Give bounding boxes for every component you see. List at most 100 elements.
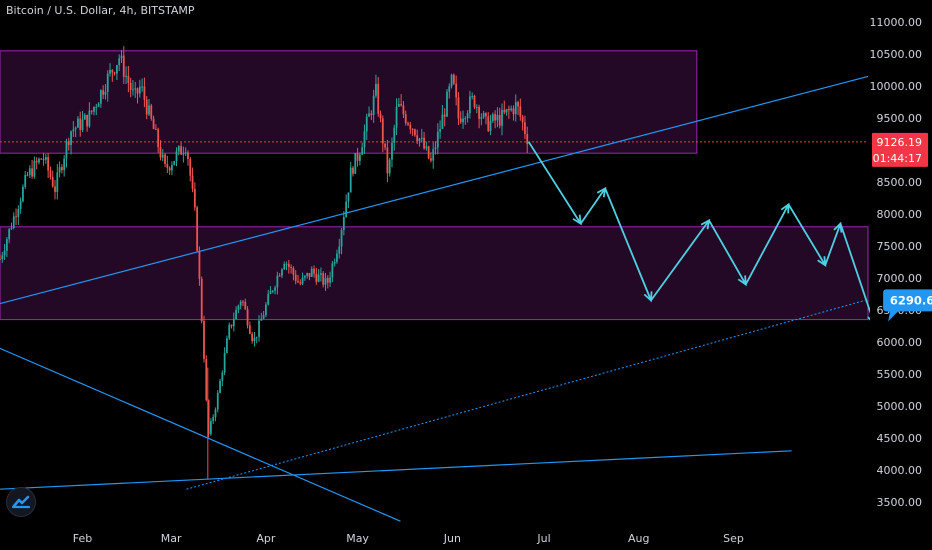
candle-183 <box>418 137 421 147</box>
candle-179 <box>409 121 412 134</box>
candle-94 <box>214 407 217 422</box>
tradingview-logo-icon[interactable] <box>6 487 36 517</box>
candle-56 <box>127 65 130 93</box>
candle-137 <box>313 265 315 278</box>
candle-125 <box>285 261 288 271</box>
candle-4 <box>8 228 11 244</box>
candle-136 <box>310 266 313 278</box>
candle-107 <box>244 298 247 310</box>
candle-29 <box>65 138 68 168</box>
candle-52 <box>118 54 121 72</box>
price-tick-label: 11000.00 <box>870 16 923 29</box>
candle-213 <box>487 112 490 133</box>
candle-171 <box>391 137 393 168</box>
candle-198 <box>452 73 455 85</box>
candle-180 <box>411 128 414 136</box>
candle-170 <box>388 157 391 177</box>
candle-165 <box>377 77 380 117</box>
candle-85 <box>193 182 196 211</box>
candle-194 <box>443 108 446 127</box>
candle-211 <box>482 110 485 119</box>
candle-203 <box>464 116 467 125</box>
candle-191 <box>436 123 439 155</box>
time-tick-label: Apr <box>256 532 276 545</box>
candle-17 <box>38 157 40 165</box>
price-tick-label: 5500.00 <box>877 368 923 381</box>
candle-95 <box>216 390 219 413</box>
price-axis[interactable]: 11000.0010500.0010000.009500.009000.0085… <box>870 0 932 550</box>
candle-164 <box>375 74 377 99</box>
candle-46 <box>104 84 107 100</box>
price-tick-label: 5000.00 <box>877 400 923 413</box>
candle-98 <box>223 347 226 376</box>
candle-92 <box>209 418 212 436</box>
candle-124 <box>283 261 286 271</box>
candle-96 <box>219 378 221 394</box>
candle-173 <box>395 98 398 136</box>
candle-161 <box>368 106 370 117</box>
candle-26 <box>58 161 61 178</box>
candle-143 <box>326 275 329 289</box>
candle-82 <box>187 150 189 166</box>
candle-49 <box>111 69 114 82</box>
candle-3 <box>5 237 8 257</box>
candle-53 <box>120 50 123 63</box>
candle-133 <box>303 275 306 281</box>
last-price-label: 9126.19 <box>877 136 923 149</box>
candle-99 <box>226 335 228 354</box>
candle-24 <box>54 179 56 200</box>
price-tick-label: 8000.00 <box>877 208 923 221</box>
candle-91 <box>207 399 210 438</box>
candle-197 <box>450 73 453 89</box>
candle-178 <box>407 121 409 127</box>
candle-226 <box>517 100 519 115</box>
candle-156 <box>356 147 359 167</box>
trendline-1 <box>0 75 869 305</box>
candle-57 <box>129 77 132 98</box>
candle-80 <box>182 146 185 163</box>
candle-157 <box>358 152 361 166</box>
candle-188 <box>430 152 432 163</box>
candle-162 <box>370 110 373 121</box>
candle-223 <box>510 105 513 112</box>
candle-84 <box>191 167 194 193</box>
trendlines-layer <box>0 75 869 522</box>
trendline-2 <box>0 450 792 490</box>
candle-175 <box>400 94 403 107</box>
chart-title: Bitcoin / U.S. Dollar, 4h, BITSTAMP <box>6 4 195 17</box>
candle-34 <box>77 116 79 128</box>
target-price-callout <box>883 289 932 322</box>
candle-210 <box>480 113 483 126</box>
candle-23 <box>51 170 54 188</box>
candle-140 <box>320 267 322 282</box>
zone-2 <box>0 226 869 321</box>
candle-65 <box>148 98 150 117</box>
candle-45 <box>102 85 105 100</box>
candle-200 <box>457 92 460 126</box>
candle-134 <box>306 272 309 279</box>
candle-221 <box>505 108 508 116</box>
projection-arrowhead-4 <box>700 218 711 230</box>
candle-192 <box>439 120 442 139</box>
candle-113 <box>258 315 260 342</box>
candle-78 <box>177 145 180 156</box>
candle-214 <box>489 114 492 136</box>
candle-77 <box>175 147 178 167</box>
projection-arrowhead-7 <box>817 256 827 267</box>
price-tick-label: 4500.00 <box>877 432 923 445</box>
price-tick-label: 3500.00 <box>877 496 923 509</box>
candle-147 <box>336 249 338 264</box>
time-axis[interactable]: Feb Mar Apr May Jun Jul Aug Sep <box>73 532 744 545</box>
projection-arrowhead-2 <box>596 186 607 198</box>
candle-12 <box>26 171 29 177</box>
projection-arrowhead-6 <box>780 202 790 214</box>
candle-115 <box>262 311 265 320</box>
candles-layer <box>0 46 529 480</box>
candle-2 <box>3 243 6 260</box>
candle-43 <box>97 102 100 107</box>
candle-150 <box>342 211 345 236</box>
candle-189 <box>432 142 435 169</box>
candle-122 <box>278 273 281 277</box>
candle-130 <box>297 274 299 284</box>
